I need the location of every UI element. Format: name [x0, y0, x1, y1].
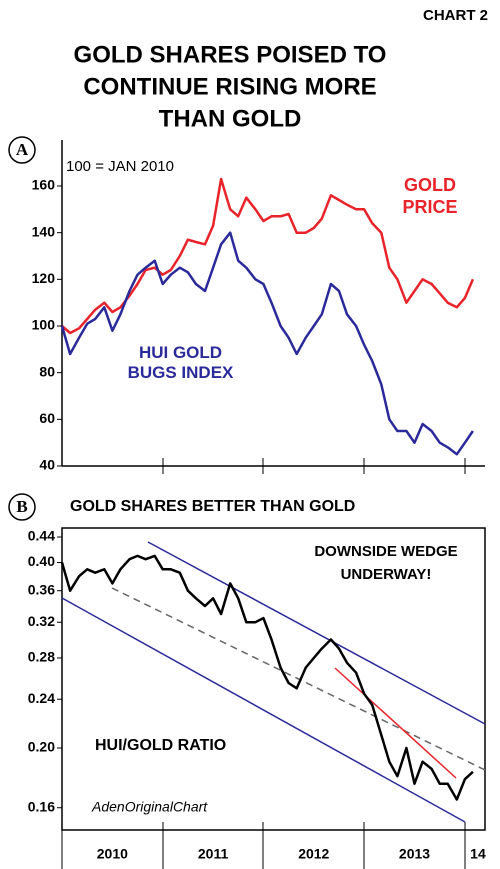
year-separators: [61, 822, 466, 869]
annotation: UNDERWAY!: [341, 566, 432, 583]
series-label: HUI/GOLD RATIO: [95, 737, 226, 754]
y-tick-label: 60: [39, 410, 55, 426]
channel-line: [61, 597, 466, 823]
x-tick-label: 2011: [198, 846, 229, 862]
x-tick-label: 2012: [298, 846, 329, 862]
chart-label: CHART 2: [423, 7, 488, 24]
series-line: [60, 231, 474, 456]
source: AdenOriginalChart: [91, 799, 208, 815]
y-tick-label: 140: [32, 223, 56, 239]
y-tick-label: 0.24: [28, 690, 55, 706]
panel-badge: [8, 493, 36, 521]
x-tick-label: 14: [470, 846, 486, 862]
series-label: HUI GOLD BUGS INDEX: [127, 343, 234, 383]
y-tick-label: 40: [39, 457, 55, 473]
channel-line: [147, 541, 486, 725]
series-line: [61, 177, 475, 335]
title-line: THAN GOLD: [159, 105, 302, 132]
plot-frame: [61, 527, 486, 831]
panel-letter: B: [16, 497, 27, 516]
y-tick-label: 160: [32, 177, 56, 193]
mid-line: [111, 587, 486, 771]
series-label: GOLD PRICE: [402, 175, 458, 217]
year-separators: [162, 458, 466, 474]
y-tick-label: 100: [32, 317, 56, 333]
y-tick-label: 0.44: [28, 528, 55, 544]
y-tick-label: 0.16: [28, 798, 55, 814]
y-tick-label: 80: [39, 363, 55, 379]
title-line: CONTINUE RISING MORE: [83, 73, 376, 100]
y-tick-label: 0.28: [28, 649, 55, 665]
panel-badge: [8, 136, 36, 164]
y-tick-label: 0.36: [28, 581, 55, 597]
series-line: [60, 554, 474, 801]
y-tick-label: 0.20: [28, 739, 55, 755]
x-tick-label: 2010: [97, 846, 128, 862]
panel-title: GOLD SHARES BETTER THAN GOLD: [70, 498, 355, 515]
y-tick-label: 120: [32, 270, 56, 286]
annotation: DOWNSIDE WEDGE: [314, 543, 457, 560]
y-tick-label: 0.40: [28, 553, 55, 569]
panel-letter: A: [16, 140, 29, 159]
x-tick-label: 2013: [399, 846, 430, 862]
title-line: GOLD SHARES POISED TO: [74, 41, 387, 68]
y-tick-label: 0.32: [28, 613, 55, 629]
annotation: 100 = JAN 2010: [66, 158, 174, 175]
wedge-line: [334, 667, 457, 779]
